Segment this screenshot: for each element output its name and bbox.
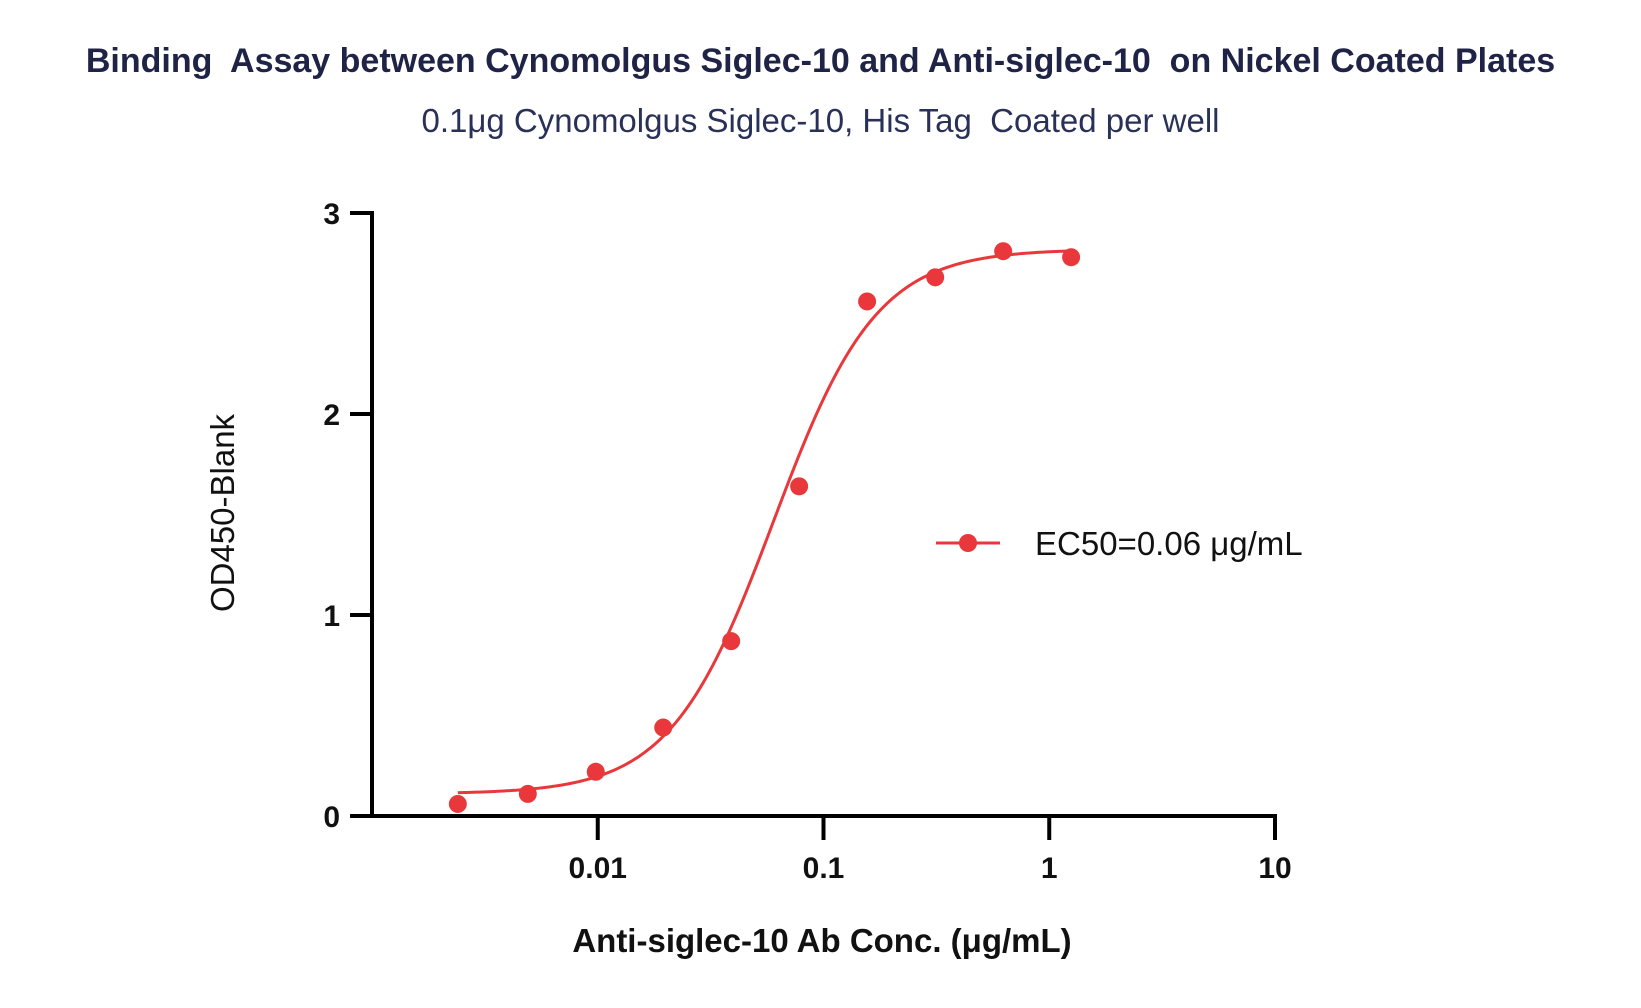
x-tick-label: 0.01 [569, 852, 627, 885]
legend-marker [959, 534, 977, 552]
legend-label: EC50=0.06 μg/mL [1035, 525, 1303, 562]
data-point [858, 292, 877, 311]
data-point [654, 718, 673, 737]
x-axis-title: Anti-siglec-10 Ab Conc. (μg/mL) [572, 922, 1071, 959]
legend: EC50=0.06 μg/mL [936, 525, 1303, 562]
chart-axes: 0 1 2 3 0.01 0.1 1 10 [323, 198, 1291, 885]
y-tick-label: 3 [323, 198, 340, 231]
x-tick-label: 0.1 [803, 852, 845, 885]
x-tick-label: 10 [1258, 852, 1291, 885]
data-point [1062, 248, 1081, 267]
fit-curve-layer [457, 249, 1072, 795]
data-point [586, 762, 605, 781]
y-tick-label: 1 [323, 600, 340, 633]
data-points-layer [448, 242, 1081, 813]
data-point [518, 784, 537, 803]
data-point [926, 268, 945, 287]
data-point [994, 242, 1013, 261]
y-axis-title: OD450-Blank [204, 413, 241, 612]
x-tick-label: 1 [1041, 852, 1058, 885]
chart-subtitle: 0.1μg Cynomolgus Siglec-10, His Tag Coat… [421, 102, 1220, 139]
y-tick-label: 2 [323, 399, 340, 432]
fit-curve [457, 249, 1072, 795]
chart-title: Binding Assay between Cynomolgus Siglec-… [85, 42, 1556, 80]
data-point [790, 477, 809, 496]
y-tick-label: 0 [323, 801, 340, 834]
data-point [722, 632, 741, 651]
data-point [448, 794, 467, 813]
